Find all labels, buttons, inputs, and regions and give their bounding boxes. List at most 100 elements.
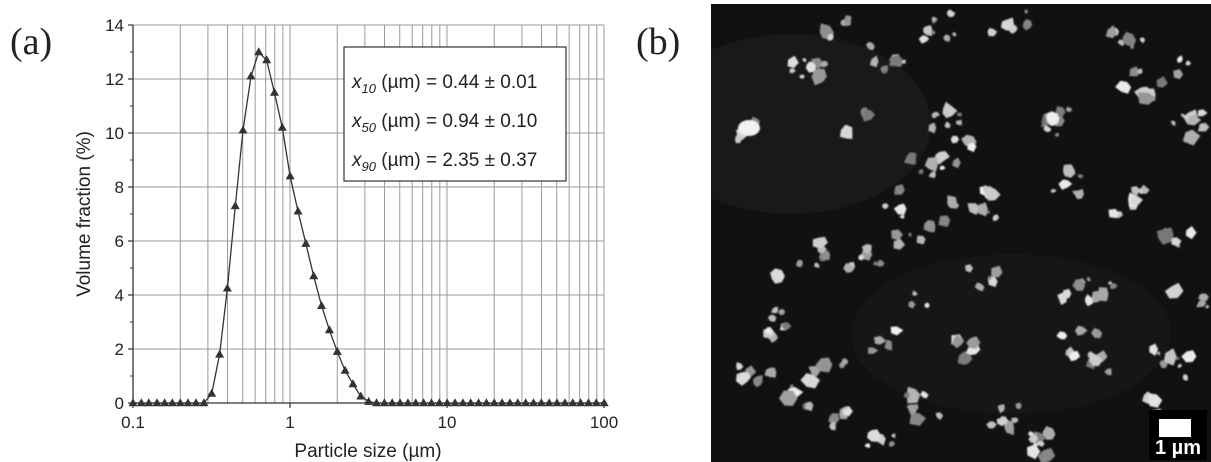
particle — [765, 326, 773, 335]
data-point — [324, 325, 334, 334]
data-point — [505, 398, 515, 407]
particle — [1156, 227, 1174, 245]
data-point — [254, 47, 264, 56]
x-tick-label: 100 — [590, 413, 618, 432]
particle — [736, 372, 751, 386]
particle — [867, 429, 881, 442]
particle — [891, 229, 903, 241]
particle — [1156, 76, 1168, 88]
particle — [967, 142, 977, 153]
particle — [827, 33, 834, 41]
particle — [988, 277, 998, 287]
particle — [1057, 292, 1068, 305]
data-point — [474, 398, 484, 407]
particle — [1139, 37, 1146, 44]
particle — [956, 119, 962, 126]
x-tick-label: 1 — [285, 413, 294, 432]
particle — [865, 41, 875, 51]
scale-bar-rect — [1159, 419, 1191, 437]
particle — [770, 268, 785, 284]
data-point — [207, 388, 217, 397]
particle — [812, 236, 828, 249]
particle — [987, 275, 992, 281]
data-point — [466, 398, 476, 407]
particle — [805, 401, 814, 412]
particle — [904, 152, 917, 165]
ticks: 0 2 4 6 8 10 12 14 0.1 1 10 100 — [105, 16, 618, 432]
data-point — [183, 398, 193, 407]
sem-micrograph: 1 µm — [711, 4, 1211, 462]
particle — [924, 157, 938, 172]
particle — [974, 282, 985, 292]
particle — [1115, 80, 1132, 94]
particle — [868, 347, 879, 354]
particle — [841, 358, 849, 365]
data-point — [387, 398, 397, 407]
data-point — [246, 71, 256, 80]
particle — [820, 60, 829, 68]
data-point — [544, 398, 554, 407]
data-point — [419, 398, 429, 407]
particle — [916, 235, 926, 245]
particle — [928, 122, 937, 134]
particle — [1015, 402, 1022, 410]
y-tick-label: 4 — [115, 286, 124, 305]
y-axis-label: Volume fraction (%) — [74, 131, 95, 297]
particle — [1177, 55, 1183, 63]
particle — [1141, 184, 1150, 195]
particle — [899, 214, 905, 219]
data-point — [395, 398, 405, 407]
data-point — [230, 201, 240, 210]
data-point — [348, 379, 358, 388]
y-tick-label: 0 — [115, 394, 124, 413]
data-point — [277, 122, 287, 131]
data-point — [568, 398, 578, 407]
data-point — [442, 398, 452, 407]
particle — [1098, 287, 1109, 302]
particle — [1011, 417, 1019, 424]
panel-label-a: (a) — [10, 21, 53, 63]
data-point — [285, 171, 295, 180]
stat-line: x90 (µm) = 2.35 ± 0.37 — [351, 150, 537, 174]
particle — [1037, 447, 1056, 462]
particle — [1077, 174, 1084, 179]
particle — [908, 300, 916, 309]
data-point — [167, 398, 177, 407]
statistics-box: x10 (µm) = 0.44 ± 0.01 x50 (µm) = 0.94 ± … — [343, 46, 567, 182]
particle — [1104, 368, 1112, 376]
particle — [947, 9, 956, 18]
particle — [1129, 66, 1140, 77]
sem-particles — [711, 4, 1211, 462]
y-tick-label: 2 — [115, 340, 124, 359]
particle — [1028, 433, 1039, 444]
particle — [1177, 363, 1182, 369]
particle — [1072, 279, 1085, 291]
particle — [903, 392, 910, 399]
particle — [821, 250, 831, 261]
particle — [800, 373, 820, 389]
particle — [753, 375, 763, 388]
particle — [957, 351, 973, 365]
particle — [1131, 186, 1141, 196]
particle — [1186, 114, 1202, 126]
data-point — [144, 398, 154, 407]
particle — [767, 314, 777, 322]
particle — [1149, 343, 1159, 356]
data-point — [356, 391, 366, 400]
data-point — [309, 271, 319, 280]
data-point — [293, 206, 303, 215]
particle — [967, 203, 980, 215]
particle — [1147, 393, 1163, 408]
data-point — [269, 87, 279, 96]
particle — [1159, 359, 1168, 369]
particle — [1205, 304, 1210, 309]
data-point — [552, 398, 562, 407]
y-tick-label: 8 — [115, 178, 124, 197]
particle — [789, 383, 794, 389]
particle — [1058, 179, 1073, 190]
particle — [858, 253, 865, 261]
particle — [894, 184, 905, 195]
particle — [1171, 237, 1182, 247]
data-point — [536, 398, 546, 407]
particle — [1137, 68, 1143, 74]
